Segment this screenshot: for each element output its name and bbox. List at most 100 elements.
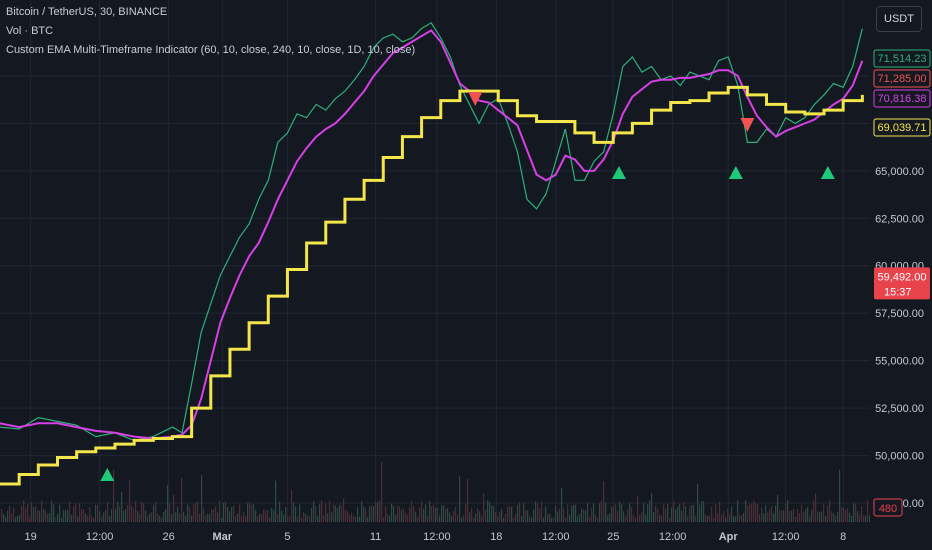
volume-bar [595, 515, 597, 522]
volume-bar [849, 512, 851, 522]
volume-bar [737, 500, 739, 522]
volume-bar [163, 511, 165, 522]
volume-bar [303, 512, 305, 522]
volume-bar [777, 494, 779, 522]
volume-bar [79, 503, 81, 522]
volume-bar [633, 514, 635, 522]
volume-bar [435, 507, 437, 522]
volume-bar [681, 510, 683, 522]
volume-bar [817, 511, 819, 522]
volume-bar [305, 513, 307, 522]
currency-button[interactable]: USDT [876, 6, 922, 32]
volume-bar [719, 501, 721, 522]
y-tick-label: 65,000.00 [875, 166, 924, 178]
volume-bar [509, 506, 511, 522]
volume-bar [523, 503, 525, 522]
symbol-title[interactable]: Bitcoin / TetherUS, 30, BINANCE [6, 6, 168, 18]
x-tick-label: 12:00 [542, 531, 570, 543]
volume-bar [71, 515, 73, 522]
volume-indicator-label[interactable]: Vol · BTC [6, 25, 54, 37]
volume-bar [169, 503, 171, 522]
volume-bar [235, 515, 237, 522]
volume-bar [369, 506, 371, 522]
volume-bar [95, 504, 97, 522]
volume-bar [127, 505, 129, 522]
x-tick-label: 25 [607, 531, 619, 543]
volume-bar [639, 515, 641, 522]
volume-bar [587, 503, 589, 522]
volume-bar [395, 515, 397, 522]
volume-bar [695, 515, 697, 522]
y-tick-label: 57,500.00 [875, 308, 924, 320]
volume-bar [625, 515, 627, 522]
volume-bar [155, 501, 157, 522]
volume-bar [291, 489, 293, 522]
volume-bar [543, 517, 545, 522]
volume-bar [535, 501, 537, 522]
ema-indicator-label[interactable]: Custom EMA Multi-Timeframe Indicator (60… [6, 44, 416, 56]
volume-bar [549, 514, 551, 522]
volume-bar [371, 505, 373, 522]
volume-bar [839, 469, 841, 522]
volume-bar [131, 505, 133, 522]
volume-bar [569, 514, 571, 522]
volume-bar [611, 506, 613, 522]
volume-bar [39, 510, 41, 522]
volume-bar [753, 500, 755, 522]
volume-bar [411, 500, 413, 522]
volume-bar [351, 513, 353, 522]
volume-bar [853, 502, 855, 522]
volume-bar [325, 503, 327, 522]
volume-bar [671, 507, 673, 522]
volume-bar [11, 513, 13, 522]
chart-grid [0, 0, 870, 522]
volume-bar [311, 507, 313, 522]
volume-bar [147, 516, 149, 522]
volume-bar [785, 503, 787, 522]
volume-bar [91, 516, 93, 522]
volume-bar [293, 502, 295, 522]
price-tags: 71,514.23 71,285.00 70,816.38 69,039.71 59,4… [873, 49, 931, 517]
volume-bar [25, 508, 27, 522]
volume-bar [283, 514, 285, 522]
volume-bar [767, 512, 769, 522]
volume-bar [105, 510, 107, 522]
x-tick-label: 11 [370, 531, 381, 543]
volume-bar [365, 508, 367, 522]
time-axis[interactable]: 19 12:00 26 Mar 5 11 12:00 18 12:00 25 12:00 Apr 12:… [0, 522, 932, 550]
volume-bar [519, 502, 521, 522]
volume-bar [787, 500, 789, 522]
y-tick-label: 62,500.00 [875, 213, 924, 225]
volume-bar [229, 511, 231, 522]
time-axis-bg [0, 522, 932, 550]
volume-bar [457, 514, 459, 522]
volume-bar [865, 515, 867, 522]
volume-bar [113, 469, 115, 522]
volume-bar [577, 516, 579, 522]
volume-bar [379, 500, 381, 522]
volume-bar [427, 516, 429, 522]
volume-bar [645, 514, 647, 522]
volume-bar [755, 502, 757, 522]
price-tag-label: 71,514.23 [878, 53, 927, 65]
sell-signal-icon [740, 118, 755, 132]
x-tick-label: 19 [25, 531, 37, 543]
volume-bar [811, 509, 813, 522]
volume-bar [791, 510, 793, 522]
volume-bar [473, 517, 475, 522]
volume-bar [319, 504, 321, 522]
volume-bar [575, 504, 577, 522]
volume-bar [159, 515, 161, 522]
volume-bar [703, 501, 705, 522]
volume-bar [527, 510, 529, 522]
volume-bar [437, 507, 439, 522]
volume-bar [761, 507, 763, 522]
volume-bar [173, 494, 175, 522]
volume-bar [445, 508, 447, 522]
volume-bar [367, 516, 369, 522]
buy-signal-icon [728, 166, 743, 179]
volume-bar [67, 509, 69, 522]
volume-bar [573, 504, 575, 522]
volume-bar [623, 511, 625, 522]
